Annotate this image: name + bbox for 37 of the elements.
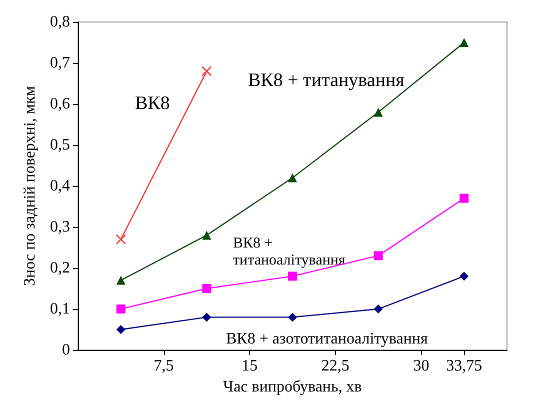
point [202,66,212,76]
point [116,325,126,334]
y-tick-label: 0,2 [50,260,70,276]
y-tick-label: 0,5 [50,136,70,154]
y-tick-label: 0,4 [50,178,70,194]
y-tick-label: 0,1 [50,300,70,318]
annotation: ВК8 + титаноалітування [233,236,346,268]
x-tick-label: 33,75 [446,358,482,374]
point [116,304,126,314]
point [460,272,469,281]
point [288,173,297,182]
point [374,108,383,117]
y-tick-label: 0,8 [50,14,70,30]
point [288,272,297,281]
x-tick-label: 7,5 [154,358,174,374]
point [202,312,212,322]
point [202,284,212,293]
annotation: ВК8 + титанування [248,70,405,91]
y-tick-label: 0 [62,342,70,358]
point [460,194,469,203]
point [202,230,212,240]
x-tick-label: 30 [413,358,430,374]
x-tick-label: 15 [242,358,258,374]
x-axis-title: Час випробувань, хв [223,378,362,396]
y-tick-label: 0,3 [50,218,70,236]
annotation: ВК8 + азототитаноалітування [226,330,428,348]
y-tick-label: 0,6 [50,96,70,112]
point [116,276,126,285]
y-tick-label: 0,7 [50,54,70,72]
point [374,304,383,314]
point [374,251,383,260]
annotation: ВК8 [135,93,170,114]
point [460,38,469,47]
point [288,312,297,322]
x-tick-label: 22,5 [321,358,350,374]
point [116,234,126,244]
y-axis-title: Знос по задній поверхні, мкм [22,86,38,286]
